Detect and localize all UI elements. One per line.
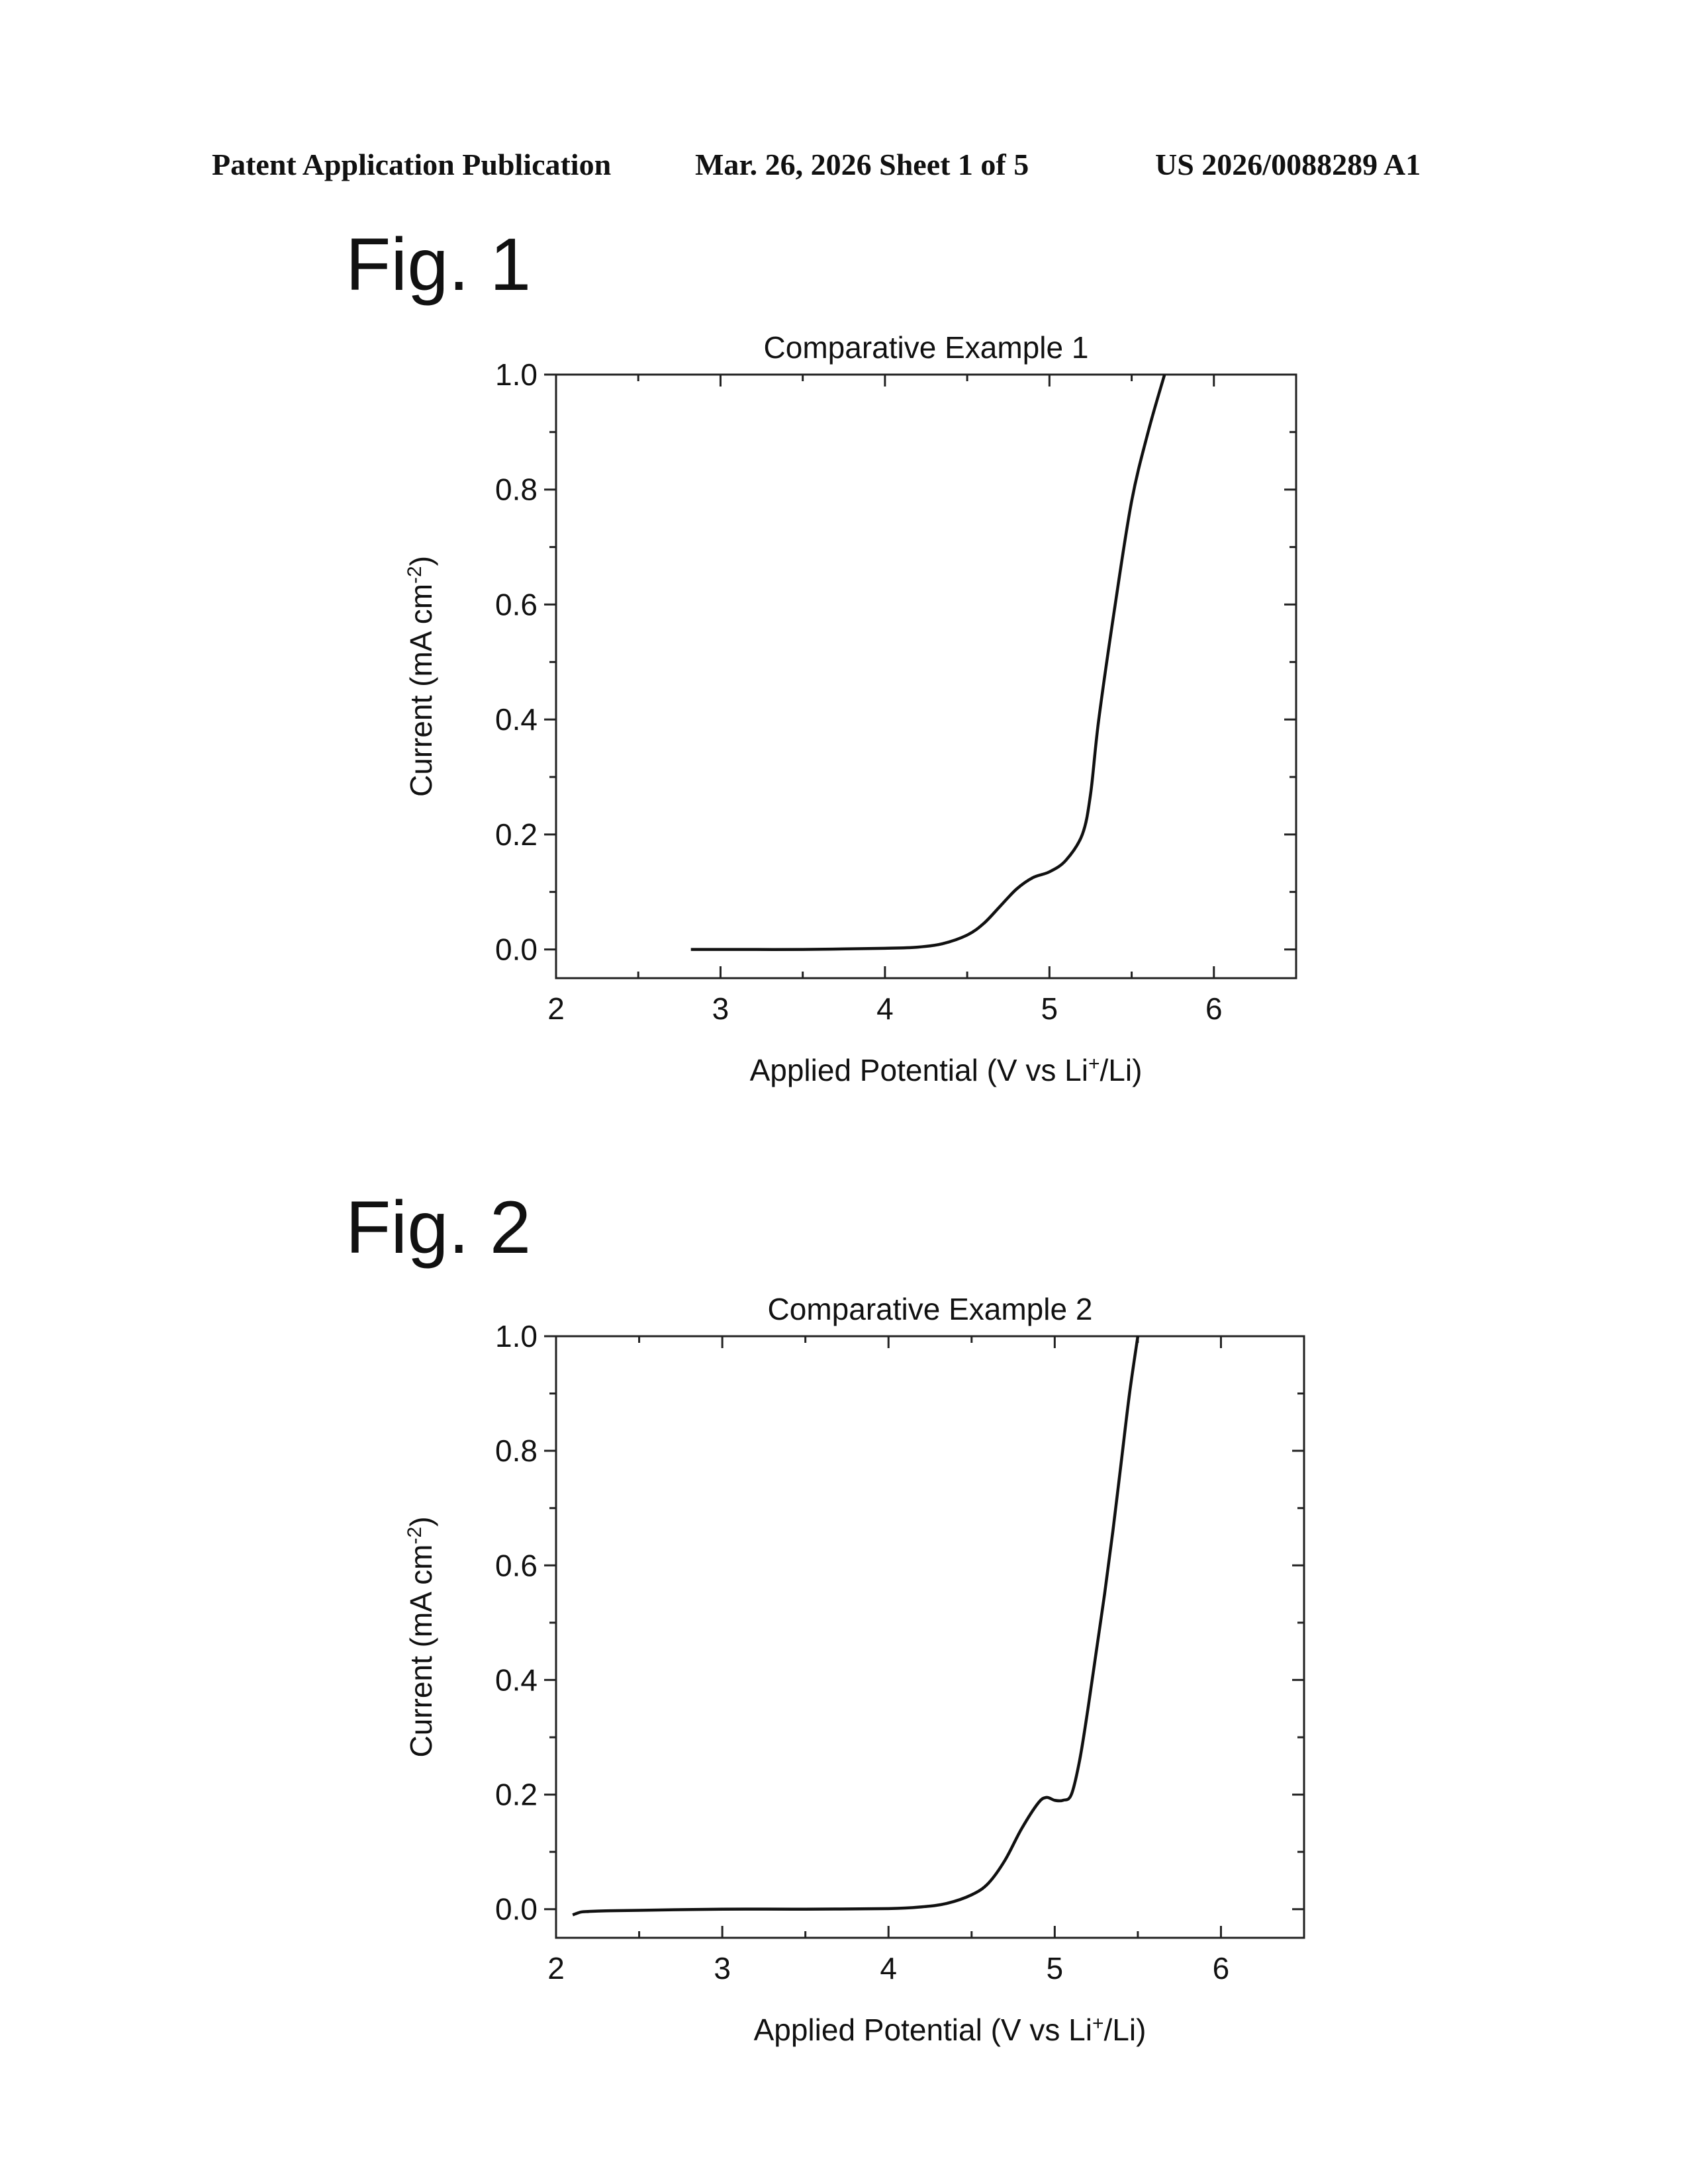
figure-2-label: Fig. 2 [346,1186,532,1269]
y-tick-label: 0.8 [495,473,538,507]
data-series-line [572,1336,1140,1917]
x-tick-label: 6 [1213,1951,1230,1985]
y-tick-label: 1.0 [495,1319,538,1353]
y-tick-label: 0.0 [495,1892,538,1927]
chart-title: Comparative Example 2 [768,1292,1093,1326]
chart-title: Comparative Example 1 [764,330,1089,365]
figure-1-label: Fig. 1 [346,223,532,306]
y-tick-label: 0.0 [495,933,538,967]
figure-1-chart: Comparative Example 1 2 3 4 5 6 0.0 0.2 0.4 0.6 0.… [404,330,1297,1087]
y-tick-label: 0.2 [495,817,538,852]
y-axis-label: Current (mA cm-2) [404,1516,439,1757]
y-tick-label: 0.6 [495,1548,538,1582]
y-tick-label: 0.2 [495,1778,538,1812]
x-axis-label: Applied Potential (V vs Li+/Li) [754,2013,1147,2048]
x-tick-label: 3 [712,991,729,1026]
x-tick-label: 4 [880,1951,897,1985]
plot-frame [555,373,1297,979]
patent-number-label: US 2026/0088289 A1 [1155,148,1421,181]
x-tick-label: 4 [876,991,894,1026]
x-axis-label: Applied Potential (V vs Li+/Li) [750,1053,1143,1088]
x-tick-label: 2 [547,991,565,1026]
date-sheet-label: Mar. 26, 2026 Sheet 1 of 5 [695,148,1029,181]
data-series-line [690,374,1166,951]
y-tick-label: 0.4 [495,1662,538,1697]
y-axis-label: Current (mA cm-2) [404,556,439,797]
x-tick-label: 6 [1205,991,1223,1026]
publication-label: Patent Application Publication [212,148,612,181]
x-tick-label: 5 [1047,1951,1064,1985]
y-tick-label: 0.4 [495,702,538,737]
x-tick-label: 5 [1041,991,1058,1026]
y-tick-label: 0.8 [495,1433,538,1468]
x-tick-label: 3 [714,1951,731,1985]
y-tick-label: 1.0 [495,357,538,392]
x-tick-label: 2 [547,1951,565,1985]
y-tick-label: 0.6 [495,587,538,621]
plot-frame [555,1335,1305,1939]
